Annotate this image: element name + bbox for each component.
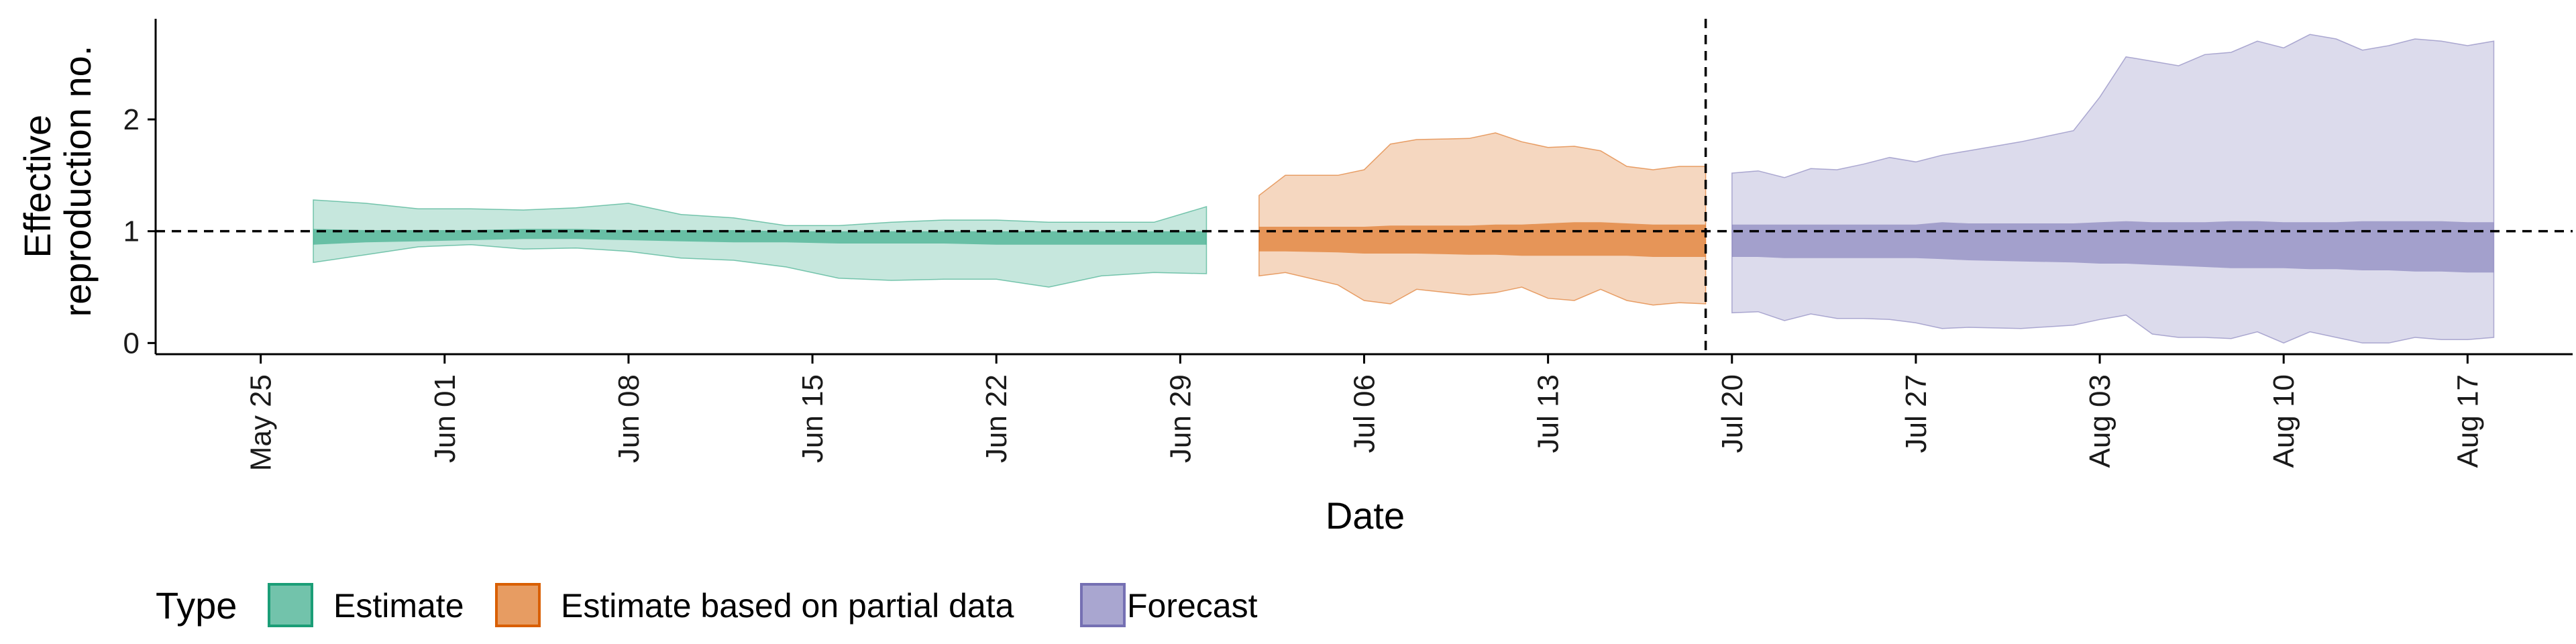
band-inner-estimate-based-on-partial-data bbox=[1258, 222, 1706, 257]
y-axis-title: Effective reproduction no. bbox=[16, 46, 99, 317]
x-tick-label: Jul 13 bbox=[1532, 374, 1565, 453]
legend-label-forecast: Forecast bbox=[1127, 587, 1258, 625]
y-tick-label: 1 bbox=[123, 215, 140, 248]
x-tick-label: Aug 17 bbox=[2451, 374, 2484, 468]
x-tick-label: Jun 15 bbox=[796, 374, 829, 463]
y-axis-title-line-1: Effective bbox=[16, 115, 58, 258]
x-tick-label: Aug 03 bbox=[2084, 374, 2116, 468]
bands-layer bbox=[313, 34, 2495, 344]
legend-title: Type bbox=[156, 584, 237, 627]
legend-label-estimate: Estimate bbox=[333, 587, 464, 625]
x-tick-label: Jun 08 bbox=[612, 374, 645, 463]
x-tick-label: Jul 27 bbox=[1900, 374, 1933, 453]
x-tick-label: Jun 29 bbox=[1164, 374, 1197, 463]
reference-lines bbox=[156, 19, 2573, 354]
x-ticks: May 25 Jun 01 Jun 08 Jun 15 Jun 22 Jun 29 Jul … bbox=[245, 354, 2484, 471]
legend-swatch-estimate bbox=[268, 583, 313, 627]
y-axis-title-line-2: reproduction no. bbox=[56, 46, 99, 317]
x-tick-label: Jul 06 bbox=[1348, 374, 1381, 453]
x-tick-label: May 25 bbox=[245, 374, 278, 471]
x-axis-title: Date bbox=[1326, 494, 1405, 537]
legend: Type Estimate Estimate based on partial … bbox=[156, 583, 1258, 627]
legend-item-estimate: Estimate bbox=[268, 583, 464, 627]
y-tick-label: 0 bbox=[123, 327, 140, 360]
band-inner-forecast bbox=[1731, 221, 2494, 273]
x-tick-label: Jun 22 bbox=[980, 374, 1013, 463]
band-outer-forecast bbox=[1731, 34, 2495, 344]
legend-item-forecast: Forecast bbox=[1080, 583, 1258, 627]
y-tick-label: 2 bbox=[123, 103, 140, 136]
legend-swatch-forecast bbox=[1080, 583, 1126, 627]
y-ticks: 0 1 2 bbox=[123, 103, 156, 360]
band-outer-estimate-based-on-partial-data bbox=[1258, 132, 1707, 306]
x-tick-label: Jun 01 bbox=[429, 374, 462, 463]
legend-swatch-partial bbox=[495, 583, 541, 627]
x-tick-label: Aug 10 bbox=[2267, 374, 2300, 468]
band-outer-estimate bbox=[313, 199, 1208, 288]
legend-item-partial: Estimate based on partial data bbox=[495, 583, 1014, 627]
band-inner-estimate bbox=[313, 229, 1207, 245]
x-tick-label: Jul 20 bbox=[1716, 374, 1749, 453]
legend-label-partial: Estimate based on partial data bbox=[561, 587, 1014, 625]
